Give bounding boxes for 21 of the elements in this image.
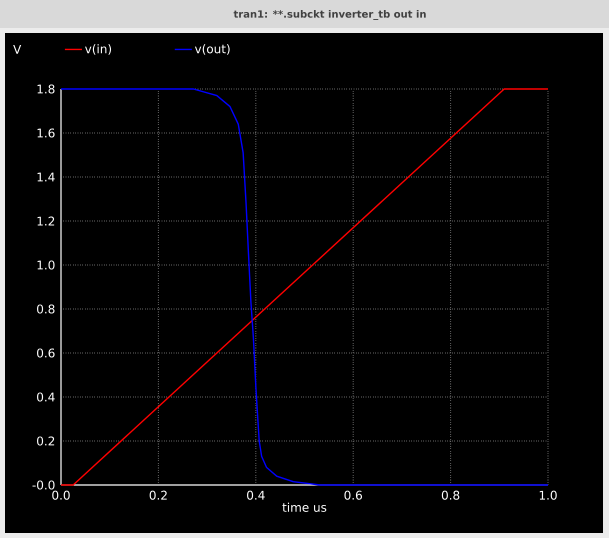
y-tick-label: 1.6 [38,128,55,138]
x-tick-label: 1.0 [540,490,557,500]
legend-label: v(out) [194,44,230,55]
legend-label: v(in) [85,44,112,55]
y-axis-title: V [13,45,22,54]
y-tick-label: 1.4 [38,172,55,182]
x-tick-label: 0.4 [247,490,265,500]
x-tick-label: 0.2 [150,490,167,500]
y-tick-label: 1.0 [38,260,55,270]
chart-title: tran1: **.subckt inverter_tb out in [234,10,426,20]
y-tick-label: -0.0 [32,480,55,490]
y-tick-label: 0.2 [37,436,54,446]
y-tick-label: 1.8 [38,84,55,94]
x-tick-label: 0.0 [52,490,70,500]
y-tick-label: 0.4 [37,392,55,402]
y-tick-label: 0.8 [37,304,55,314]
x-axis-title: time us [282,502,326,512]
x-tick-label: 0.6 [344,490,362,500]
x-tick-label: 0.8 [442,490,460,500]
y-tick-label: 1.2 [38,216,54,226]
y-tick-label: 0.6 [37,348,55,358]
